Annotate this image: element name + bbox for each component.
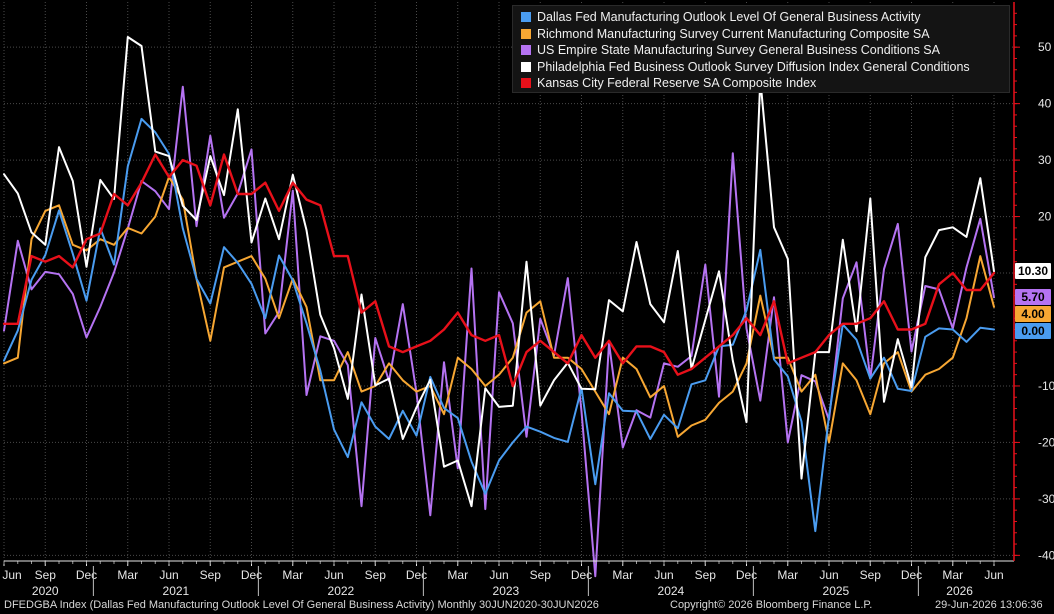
y-tick-label: 30 <box>1038 153 1052 167</box>
x-tick-label: Sep <box>35 568 57 582</box>
x-tick-label: Jun <box>984 568 1003 582</box>
y-tick-label: 40 <box>1038 97 1052 111</box>
legend-label: Dallas Fed Manufacturing Outlook Level O… <box>537 10 921 25</box>
x-year-label: 2023 <box>493 584 520 598</box>
x-tick-label: Jun <box>2 568 21 582</box>
x-year-label: 2025 <box>823 584 850 598</box>
legend-swatch <box>521 12 531 23</box>
y-tick-label: -20 <box>1038 435 1054 449</box>
series-line-dallas <box>3 117 995 533</box>
x-tick-label: Dec <box>736 568 757 582</box>
legend-label: Richmond Manufacturing Survey Current Ma… <box>537 26 930 41</box>
x-tick-label: Mar <box>612 568 633 582</box>
legend-item-kansas: Kansas City Federal Reserve SA Composite… <box>521 75 1009 92</box>
x-tick-label: Dec <box>406 568 427 582</box>
legend-label: US Empire State Manufacturing Survey Gen… <box>537 43 940 58</box>
x-tick-label: Mar <box>447 568 468 582</box>
x-year-label: 2024 <box>658 584 685 598</box>
x-tick-label: Jun <box>654 568 673 582</box>
y-tick-label: 20 <box>1038 210 1052 224</box>
series-line-philly <box>3 36 995 508</box>
series-lines <box>2 36 996 578</box>
x-year-label: 2021 <box>163 584 190 598</box>
y-tick-label: 50 <box>1038 40 1052 54</box>
last-value-badge: 5.70 <box>1015 289 1051 306</box>
x-tick-label: Dec <box>571 568 592 582</box>
legend: Dallas Fed Manufacturing Outlook Level O… <box>512 5 1010 93</box>
x-tick-label: Jun <box>159 568 178 582</box>
x-tick-label: Sep <box>200 568 222 582</box>
x-tick-label: Dec <box>241 568 262 582</box>
x-tick-label: Mar <box>942 568 963 582</box>
legend-label: Philadelphia Fed Business Outlook Survey… <box>537 59 970 74</box>
x-tick-label: Jun <box>489 568 508 582</box>
axes: 5040302010-10-20-30-40JunSepDecMarJunSep… <box>2 2 1054 598</box>
x-tick-label: Jun <box>324 568 343 582</box>
legend-swatch <box>521 61 531 72</box>
last-value-badge: 10.30 <box>1015 263 1051 280</box>
x-tick-label: Sep <box>860 568 882 582</box>
x-year-label: 2026 <box>946 584 973 598</box>
legend-swatch <box>521 45 531 56</box>
x-tick-label: Jun <box>819 568 838 582</box>
legend-swatch <box>521 78 531 89</box>
legend-swatch <box>521 28 531 39</box>
last-value-badge: 0.00 <box>1015 323 1051 340</box>
y-tick-label: -30 <box>1038 492 1054 506</box>
x-year-label: 2022 <box>328 584 355 598</box>
legend-item-philly: Philadelphia Fed Business Outlook Survey… <box>521 59 1009 76</box>
x-tick-label: Mar <box>117 568 138 582</box>
legend-item-richmond: Richmond Manufacturing Survey Current Ma… <box>521 26 1009 43</box>
legend-label: Kansas City Federal Reserve SA Composite… <box>537 76 817 91</box>
x-tick-label: Mar <box>777 568 798 582</box>
footer-timestamp: 29-Jun-2026 13:06:36 <box>935 599 1043 611</box>
footer-description: DFEDGBA Index (Dallas Fed Manufacturing … <box>4 599 599 611</box>
x-tick-label: Sep <box>530 568 552 582</box>
last-value-badge: 4.00 <box>1015 306 1051 323</box>
legend-item-dallas: Dallas Fed Manufacturing Outlook Level O… <box>521 9 1009 26</box>
x-tick-label: Sep <box>365 568 387 582</box>
series-line-kansas <box>2 153 996 388</box>
footer-copyright: Copyright© 2026 Bloomberg Finance L.P. <box>670 599 873 611</box>
x-tick-label: Sep <box>695 568 717 582</box>
x-year-label: 2020 <box>32 584 59 598</box>
x-tick-label: Dec <box>76 568 97 582</box>
legend-item-empire: US Empire State Manufacturing Survey Gen… <box>521 42 1009 59</box>
y-tick-label: -40 <box>1038 548 1054 562</box>
x-tick-label: Dec <box>901 568 922 582</box>
x-tick-label: Mar <box>282 568 303 582</box>
y-tick-label: -10 <box>1038 379 1054 393</box>
